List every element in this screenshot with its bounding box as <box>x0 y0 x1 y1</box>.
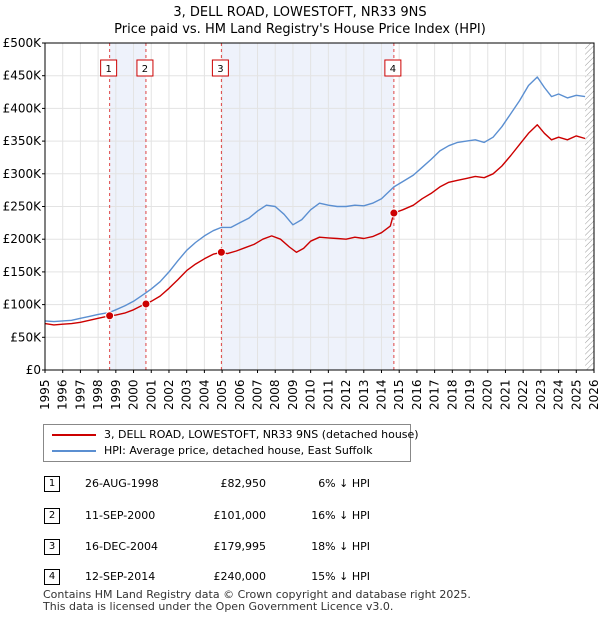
x-tick-label: 2002 <box>162 379 176 410</box>
sale-marker-label-1: 1 <box>105 64 111 75</box>
x-tick-label: 2012 <box>339 379 353 410</box>
sale-hpi-diff: 18% ↓ HPI <box>311 540 370 553</box>
sale-point-2 <box>141 299 151 309</box>
x-tick-label: 2024 <box>552 379 566 410</box>
x-tick-label: 2008 <box>268 379 282 410</box>
x-tick-label: 1997 <box>73 379 87 410</box>
sale-price: £101,000 <box>213 509 267 522</box>
x-tick-label: 2014 <box>374 379 388 410</box>
sale-marker-label-2: 2 <box>142 64 148 75</box>
y-tick-label: £500K <box>3 36 43 50</box>
x-tick-label: 2015 <box>392 379 406 410</box>
hpi-line <box>44 76 586 323</box>
sale-date: 12-SEP-2014 <box>85 570 156 583</box>
x-tick-label: 2003 <box>180 379 194 410</box>
x-tick-label: 2001 <box>144 379 158 410</box>
x-tick-label: 2021 <box>498 379 512 410</box>
sale-number-box: 3 <box>44 539 60 555</box>
footer-attribution: Contains HM Land Registry data © Crown c… <box>43 589 471 613</box>
x-tick-label: 1995 <box>38 379 52 410</box>
sale-marker-label-3: 3 <box>217 64 223 75</box>
x-tick-label: 2018 <box>445 379 459 410</box>
sale-hpi-diff: 15% ↓ HPI <box>311 570 370 583</box>
sale-date: 11-SEP-2000 <box>85 509 156 522</box>
x-tick-label: 2022 <box>516 379 530 410</box>
y-tick-label: £450K <box>3 69 43 83</box>
sale-marker-box-1 <box>100 59 118 77</box>
y-tick-label: £100K <box>3 298 43 312</box>
chart-title-block: 3, DELL ROAD, LOWESTOFT, NR33 9NS Price … <box>0 4 600 38</box>
x-tick-label: 2011 <box>321 379 335 410</box>
table-row: 3 16-DEC-2004 £179,995 18% ↓ HPI <box>0 539 600 559</box>
x-tick-label: 2017 <box>428 379 442 410</box>
sale-date: 16-DEC-2004 <box>85 540 159 553</box>
x-tick-label: 2010 <box>304 379 318 410</box>
table-row: 2 11-SEP-2000 £101,000 16% ↓ HPI <box>0 508 600 528</box>
sale-marker-box-3 <box>211 59 229 77</box>
x-tick-label: 2023 <box>534 379 548 410</box>
legend-label-property: 3, DELL ROAD, LOWESTOFT, NR33 9NS (detac… <box>104 428 419 441</box>
legend-label-hpi: HPI: Average price, detached house, East… <box>104 444 373 457</box>
sale-marker-box-4 <box>384 59 402 77</box>
x-tick-label: 2004 <box>197 379 211 410</box>
footer-line-copyright: Contains HM Land Registry data © Crown c… <box>43 588 471 601</box>
x-tick-label: 1999 <box>109 379 123 410</box>
y-tick-label: £0 <box>26 363 41 377</box>
sale-price: £240,000 <box>213 570 267 583</box>
sale-price: £179,995 <box>213 540 267 553</box>
sale-number-box: 4 <box>44 569 60 585</box>
sale-marker-label-4: 4 <box>390 64 396 75</box>
sale-number-box: 2 <box>44 508 60 524</box>
x-tick-label: 1996 <box>56 379 70 410</box>
sale-hpi-diff: 6% ↓ HPI <box>318 477 370 490</box>
x-tick-label: 2006 <box>233 379 247 410</box>
x-tick-label: 2007 <box>251 379 265 410</box>
y-tick-label: £400K <box>3 101 43 115</box>
chart-title: 3, DELL ROAD, LOWESTOFT, NR33 9NS <box>173 5 427 20</box>
x-tick-label: 2005 <box>215 379 229 410</box>
y-tick-label: £300K <box>3 167 43 181</box>
x-tick-label: 2026 <box>587 379 600 410</box>
y-tick-label: £50K <box>10 330 42 344</box>
x-tick-label: 1998 <box>91 379 105 410</box>
legend: 3, DELL ROAD, LOWESTOFT, NR33 9NS (detac… <box>43 424 419 462</box>
legend-swatch-property <box>52 434 96 436</box>
y-tick-label: £250K <box>3 200 43 214</box>
x-tick-label: 2013 <box>357 379 371 410</box>
y-tick-label: £150K <box>3 265 43 279</box>
x-tick-label: 2025 <box>569 379 583 410</box>
x-tick-label: 2020 <box>481 379 495 410</box>
sale-number-box: 1 <box>44 476 60 492</box>
x-tick-label: 2009 <box>286 379 300 410</box>
x-tick-label: 2000 <box>127 379 141 410</box>
sale-price: £82,950 <box>220 477 267 490</box>
legend-swatch-hpi <box>52 450 96 452</box>
table-row: 1 26-AUG-1998 £82,950 6% ↓ HPI <box>0 476 600 496</box>
table-row: 4 12-SEP-2014 £240,000 15% ↓ HPI <box>0 569 600 589</box>
sale-point-4 <box>389 208 399 218</box>
price-chart: 1 2 3 4 £0 £50K £100K £150K £200K £250K £300K £350… <box>3 36 600 410</box>
y-tick-label: £200K <box>3 232 43 246</box>
property-price-line <box>44 124 586 326</box>
x-tick-label: 2016 <box>410 379 424 410</box>
x-tick-label: 2019 <box>463 379 477 410</box>
sale-date: 26-AUG-1998 <box>85 477 159 490</box>
sale-hpi-diff: 16% ↓ HPI <box>311 509 370 522</box>
chart-subtitle: Price paid vs. HM Land Registry's House … <box>114 22 486 37</box>
sale-point-3 <box>216 247 226 257</box>
sale-point-1 <box>105 311 115 321</box>
y-tick-label: £350K <box>3 134 43 148</box>
footer-line-licence: This data is licensed under the Open Gov… <box>43 600 394 613</box>
sale-marker-box-2 <box>136 59 154 77</box>
